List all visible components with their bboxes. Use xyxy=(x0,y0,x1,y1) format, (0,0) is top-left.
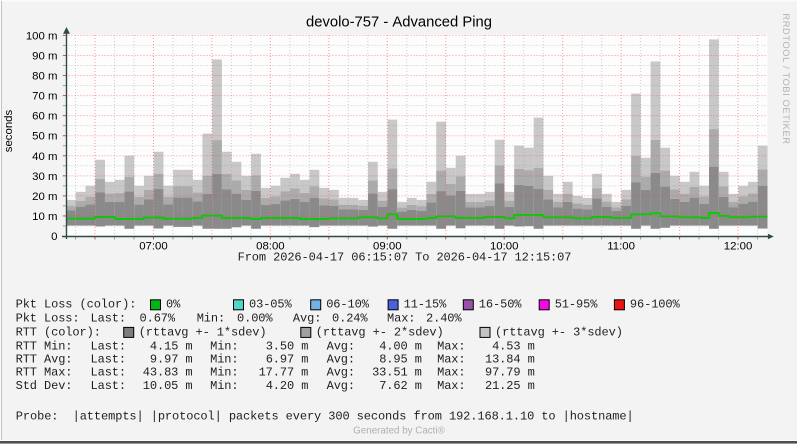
svg-text:96-100%: 96-100% xyxy=(630,298,681,312)
svg-text:07:00: 07:00 xyxy=(139,241,168,253)
svg-text:Pkt Loss (color):: Pkt Loss (color): xyxy=(16,298,137,312)
svg-text:Max:: Max: xyxy=(437,366,465,380)
svg-text:10.05 m: 10.05 m xyxy=(143,379,193,393)
svg-text:Max:: Max: xyxy=(387,311,415,325)
svg-text:13.84 m: 13.84 m xyxy=(485,353,535,367)
svg-text:Min:: Min: xyxy=(210,379,238,393)
svg-text:Avg:: Avg: xyxy=(327,353,355,367)
svg-text:Max:: Max: xyxy=(437,379,465,393)
svg-text:7.62 m: 7.62 m xyxy=(379,379,422,393)
svg-text:Last:: Last: xyxy=(91,311,127,325)
svg-text:Last:: Last: xyxy=(91,379,127,393)
svg-text:Probe: |attempts| |protocol|: Probe: |attempts| |protocol| packets eve… xyxy=(16,410,634,424)
svg-text:Avg:: Avg: xyxy=(327,379,355,393)
svg-text:9.97 m: 9.97 m xyxy=(150,353,193,367)
svg-text:10 m: 10 m xyxy=(32,211,57,223)
svg-text:Last:: Last: xyxy=(91,339,127,353)
svg-text:11-15%: 11-15% xyxy=(404,298,448,312)
svg-text:RTT (color):: RTT (color): xyxy=(16,325,101,339)
svg-text:0.00%: 0.00% xyxy=(237,311,273,325)
svg-text:0.24%: 0.24% xyxy=(332,311,368,325)
svg-text:4.20 m: 4.20 m xyxy=(266,379,309,393)
svg-text:0%: 0% xyxy=(166,298,181,312)
svg-text:RTT Avg:: RTT Avg: xyxy=(16,353,73,367)
svg-text:90 m: 90 m xyxy=(32,50,57,62)
svg-text:Pkt Loss:: Pkt Loss: xyxy=(16,311,80,325)
svg-text:Avg:: Avg: xyxy=(327,366,355,380)
svg-text:21.25 m: 21.25 m xyxy=(485,379,535,393)
svg-text:08:00: 08:00 xyxy=(256,241,285,253)
svg-text:43.83 m: 43.83 m xyxy=(143,366,193,380)
svg-text:03-05%: 03-05% xyxy=(249,298,293,312)
svg-text:2.40%: 2.40% xyxy=(426,311,462,325)
svg-text:80 m: 80 m xyxy=(32,71,57,83)
svg-text:0.67%: 0.67% xyxy=(140,311,176,325)
svg-text:Min:: Min: xyxy=(210,366,238,380)
svg-text:70 m: 70 m xyxy=(32,91,57,103)
svg-text:Avg:: Avg: xyxy=(327,339,355,353)
svg-text:Min:: Min: xyxy=(210,353,238,367)
svg-text:97.79 m: 97.79 m xyxy=(485,366,535,380)
svg-text:100 m: 100 m xyxy=(26,30,58,42)
svg-text:10:00: 10:00 xyxy=(490,241,519,253)
svg-text:11:00: 11:00 xyxy=(607,241,635,253)
svg-text:3.50 m: 3.50 m xyxy=(266,339,309,353)
svg-text:Min:: Min: xyxy=(197,311,225,325)
svg-text:seconds: seconds xyxy=(3,109,15,152)
svg-text:8.95 m: 8.95 m xyxy=(379,353,422,367)
svg-text:40 m: 40 m xyxy=(32,151,57,163)
svg-text:Last:: Last: xyxy=(91,366,127,380)
svg-text:30 m: 30 m xyxy=(32,171,57,183)
svg-text:RTT Max:: RTT Max: xyxy=(16,366,73,380)
svg-text:Max:: Max: xyxy=(437,339,465,353)
svg-text:RRDTOOL / TOBI OETIKER: RRDTOOL / TOBI OETIKER xyxy=(781,13,791,144)
svg-text:12:00: 12:00 xyxy=(724,241,753,253)
svg-text:17.77 m: 17.77 m xyxy=(259,366,309,380)
svg-text:6.97 m: 6.97 m xyxy=(266,353,309,367)
svg-text:Std Dev:: Std Dev: xyxy=(16,379,73,393)
svg-text:16-50%: 16-50% xyxy=(479,298,523,312)
svg-text:50 m: 50 m xyxy=(32,131,57,143)
svg-text:Generated by Cacti®: Generated by Cacti® xyxy=(353,426,445,437)
svg-text:RTT Min:: RTT Min: xyxy=(16,339,73,353)
svg-text:Avg:: Avg: xyxy=(293,311,321,325)
svg-text:Max:: Max: xyxy=(437,353,465,367)
svg-text:(rttavg +- 1*sdev): (rttavg +- 1*sdev) xyxy=(139,325,267,339)
svg-text:4.00 m: 4.00 m xyxy=(379,339,422,353)
svg-text:0: 0 xyxy=(51,231,57,243)
svg-text:devolo-757 - Advanced Ping: devolo-757 - Advanced Ping xyxy=(306,14,492,30)
svg-text:(rttavg +- 2*sdev): (rttavg +- 2*sdev) xyxy=(316,325,444,339)
svg-text:51-95%: 51-95% xyxy=(555,298,599,312)
svg-text:20 m: 20 m xyxy=(32,191,57,203)
svg-text:(rttavg +- 3*sdev): (rttavg +- 3*sdev) xyxy=(495,325,623,339)
svg-text:4.15 m: 4.15 m xyxy=(150,339,193,353)
svg-text:From 2026-04-17 06:15:07 To 20: From 2026-04-17 06:15:07 To 2026-04-17 1… xyxy=(238,251,572,265)
svg-text:Last:: Last: xyxy=(91,353,127,367)
svg-text:06-10%: 06-10% xyxy=(326,298,370,312)
svg-text:4.53 m: 4.53 m xyxy=(492,339,535,353)
svg-text:60 m: 60 m xyxy=(32,111,57,123)
svg-text:Min:: Min: xyxy=(210,339,238,353)
svg-text:33.51 m: 33.51 m xyxy=(372,366,422,380)
svg-text:09:00: 09:00 xyxy=(373,241,402,253)
